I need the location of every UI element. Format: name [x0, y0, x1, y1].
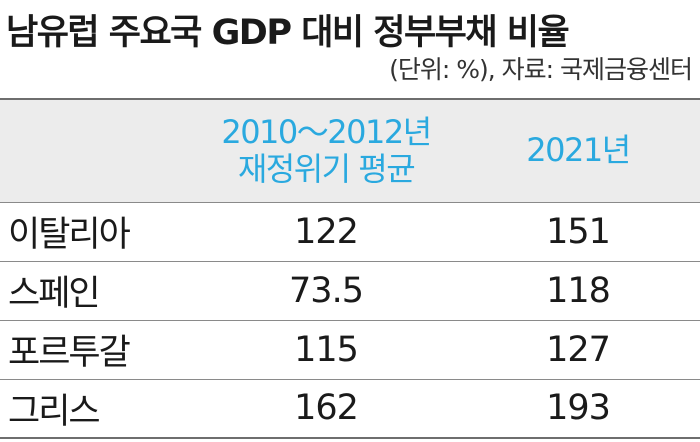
row-greece: 그리스 162 193 — [0, 379, 700, 438]
value-crisis-average: 162 — [294, 388, 359, 429]
unit-source-note: (단위: %), 자료: 국제금융센터 — [389, 55, 693, 84]
value-2021: 151 — [546, 211, 611, 252]
header-2021-label: 2021년 — [526, 131, 631, 170]
header-crisis-average-line1: 2010～2012년 — [221, 112, 432, 151]
header-2021: 2021년 — [456, 99, 700, 202]
country-label: 이탈리아 — [8, 215, 131, 255]
row-italy: 이탈리아 122 151 — [0, 202, 700, 261]
header-crisis-average: 2010～2012년 재정위기 평균 — [196, 99, 456, 202]
value-2021: 193 — [546, 388, 611, 429]
value-crisis-average: 73.5 — [289, 270, 364, 311]
country-label: 포르투갈 — [8, 333, 131, 373]
value-crisis-average: 115 — [294, 329, 359, 370]
debt-ratio-table: 2010～2012년 재정위기 평균 2021년 이탈리아 122 151 스페… — [0, 98, 700, 439]
header-country-cell — [0, 99, 196, 202]
header-row: 2010～2012년 재정위기 평균 2021년 — [0, 99, 700, 202]
country-label: 스페인 — [8, 274, 101, 314]
value-2021: 118 — [546, 270, 611, 311]
row-spain: 스페인 73.5 118 — [0, 261, 700, 320]
value-2021: 127 — [546, 329, 611, 370]
header-crisis-average-line2: 재정위기 평균 — [237, 149, 416, 188]
row-portugal: 포르투갈 115 127 — [0, 320, 700, 379]
value-crisis-average: 122 — [294, 211, 359, 252]
chart-title: 남유럽 주요국 GDP 대비 정부부채 비율 — [6, 13, 570, 53]
country-label: 그리스 — [8, 391, 101, 432]
